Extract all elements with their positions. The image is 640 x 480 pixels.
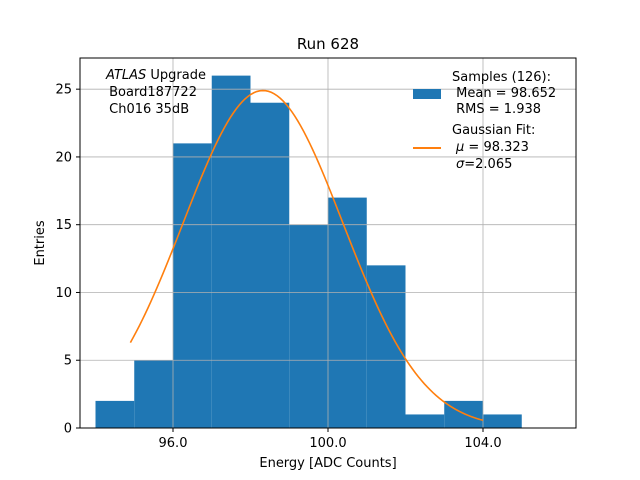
histogram-bar — [289, 224, 328, 428]
histogram-bar — [211, 75, 251, 428]
gaussian-fit-curve — [129, 89, 484, 422]
x-axis-label: Energy [ADC Counts] — [259, 456, 396, 471]
legend-fit-sigma: σ=2.065 — [456, 157, 512, 172]
legend-samples-rms: RMS = 1.938 — [452, 102, 541, 117]
legend: Samples (126): Mean = 98.652 RMS = 1.938… — [413, 70, 556, 172]
legend-mu-symbol: μ — [455, 140, 464, 155]
annotation-line-2: Board187722 — [105, 85, 197, 100]
gaussian-fit-layer — [129, 89, 484, 422]
x-axis-ticks: 96.0 100.0 104.0 — [159, 428, 502, 451]
histogram-bar — [328, 197, 367, 428]
histogram-bar — [444, 400, 483, 428]
legend-sigma-value: =2.065 — [464, 157, 512, 172]
x-tick-label: 100.0 — [309, 436, 346, 451]
histogram-bar — [95, 400, 135, 428]
annotation-line-1: ATLAS Upgrade — [105, 68, 206, 83]
histogram-bar — [173, 143, 212, 428]
histogram-bars — [95, 75, 522, 428]
legend-mu-value: = 98.323 — [464, 140, 529, 155]
y-axis-ticks: 0 5 10 15 20 25 — [55, 83, 80, 437]
histogram-bar — [366, 265, 406, 428]
x-tick-label: 104.0 — [464, 436, 501, 451]
histogram-bar — [405, 414, 445, 428]
y-tick-label: 20 — [55, 150, 72, 165]
x-tick-label: 96.0 — [159, 436, 188, 451]
legend-samples-swatch — [413, 89, 441, 99]
y-tick-label: 25 — [55, 83, 72, 98]
y-tick-label: 10 — [55, 286, 72, 301]
y-tick-label: 5 — [64, 354, 72, 369]
legend-sigma-symbol: σ — [456, 157, 465, 172]
chart-title: Run 628 — [297, 35, 359, 53]
histogram-bar — [250, 102, 290, 428]
annotation-line-3: Ch016 35dB — [105, 102, 189, 117]
y-tick-label: 0 — [64, 422, 72, 437]
atlas-annotation: ATLAS Upgrade Board187722 Ch016 35dB — [105, 68, 206, 117]
histogram-bar — [134, 360, 173, 428]
legend-samples-title: Samples (126): — [452, 70, 551, 85]
legend-samples-mean: Mean = 98.652 — [452, 86, 556, 101]
legend-fit-mu: μ = 98.323 — [455, 140, 529, 155]
y-tick-label: 15 — [55, 218, 72, 233]
histogram-bar — [483, 414, 522, 428]
legend-fit-title: Gaussian Fit: — [452, 123, 535, 138]
annotation-upgrade-word: Upgrade — [146, 68, 206, 83]
y-axis-label: Entries — [33, 220, 48, 266]
annotation-atlas-word: ATLAS — [105, 68, 146, 83]
